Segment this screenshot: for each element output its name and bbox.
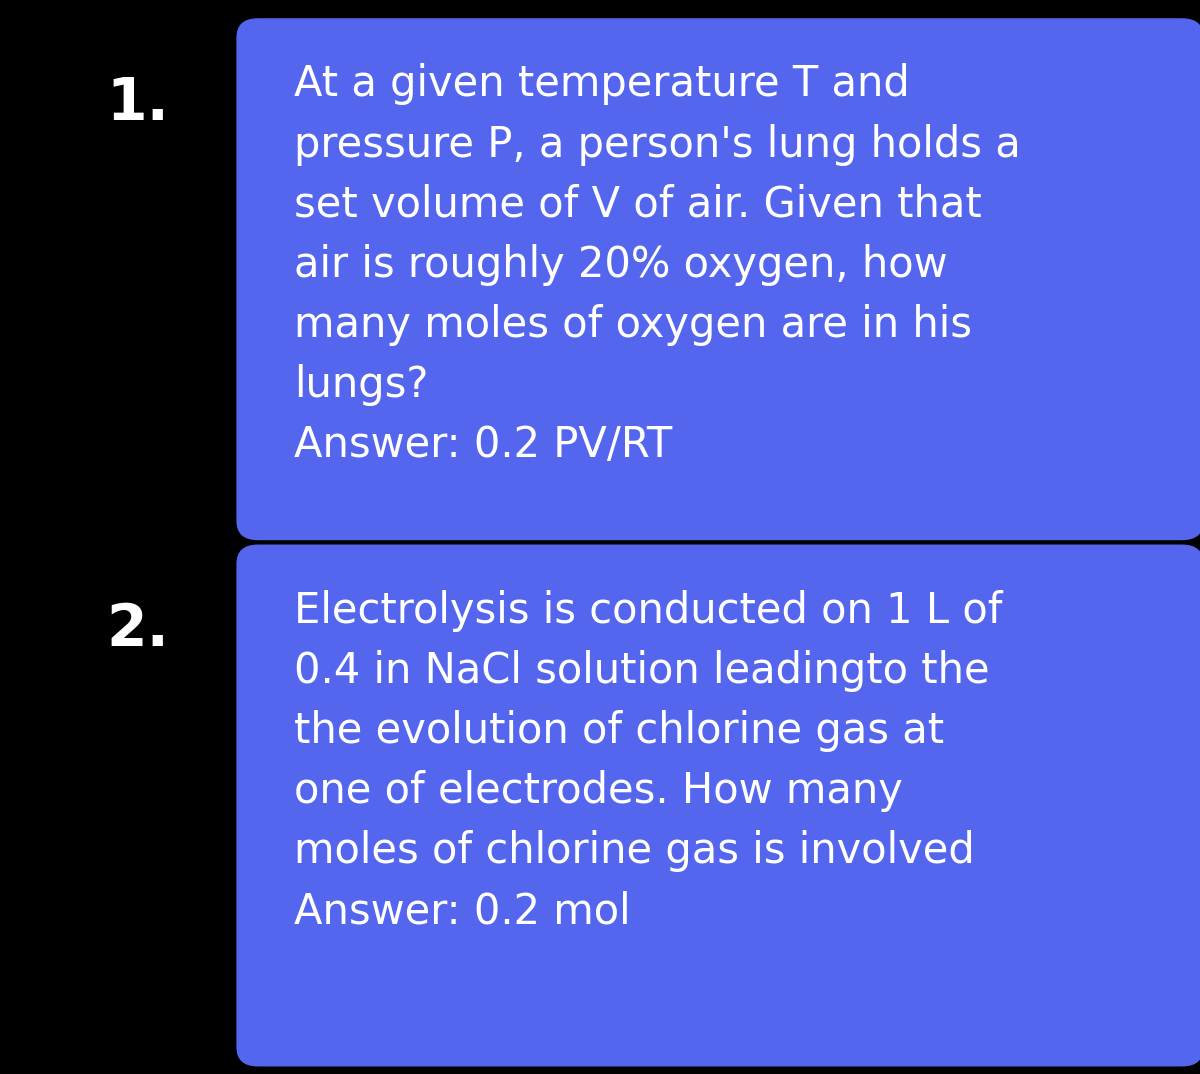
Text: At a given temperature T and
pressure P, a person's lung holds a
set volume of V: At a given temperature T and pressure P,… xyxy=(294,63,1021,466)
Text: Electrolysis is conducted on 1 L of
0.4 in NaCl solution leadingto the
the evolu: Electrolysis is conducted on 1 L of 0.4 … xyxy=(294,590,1002,932)
Text: 2.: 2. xyxy=(107,601,169,658)
FancyBboxPatch shape xyxy=(236,18,1200,540)
FancyBboxPatch shape xyxy=(236,545,1200,1066)
Text: 1.: 1. xyxy=(107,75,169,132)
